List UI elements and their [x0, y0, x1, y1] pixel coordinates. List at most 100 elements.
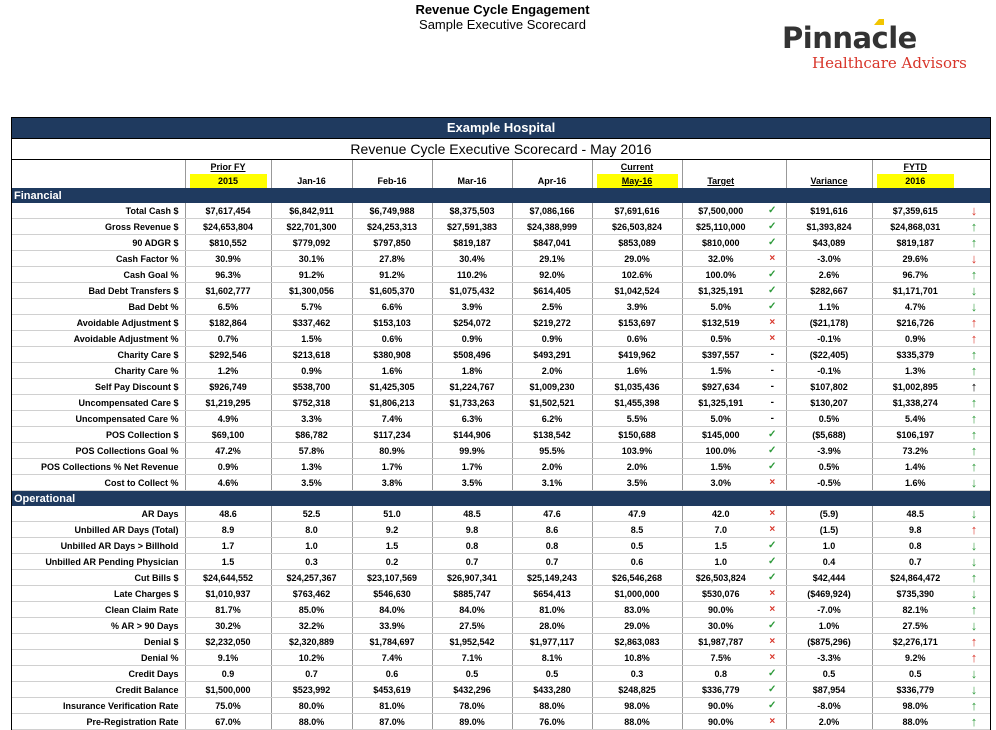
fytd-value: 9.8 [871, 521, 958, 538]
arrow-up-icon: ↑ [958, 234, 990, 251]
metric-label: Cash Goal % [12, 266, 185, 283]
variance-value: -0.5% [785, 474, 872, 491]
dash-icon: - [759, 410, 786, 427]
apr-value: $1,977,117 [511, 633, 592, 650]
metric-label: Credit Days [12, 665, 185, 682]
fytd-value: 96.7% [871, 266, 958, 283]
jan-value: $523,992 [270, 681, 352, 698]
arrow-up-icon: ↑ [958, 330, 990, 347]
target-value: $26,503,824 [681, 569, 759, 586]
fytd-value: 0.5 [871, 665, 958, 682]
feb-value: $6,749,988 [351, 203, 432, 219]
fytd-value: 48.5 [871, 506, 958, 522]
arrow-up-icon: ↑ [958, 218, 990, 235]
metric-label: Uncompensated Care % [12, 410, 185, 427]
prior-value: 30.9% [184, 250, 271, 267]
feb-value: 3.8% [351, 474, 432, 491]
check-icon: ✓ [759, 681, 786, 698]
metric-label: Total Cash $ [12, 203, 185, 219]
col-variance: Variance [785, 160, 872, 188]
mar-value: 0.7 [431, 553, 512, 570]
target-value: $7,500,000 [681, 203, 759, 219]
arrow-up-icon: ↑ [958, 697, 990, 714]
jan-value: 0.3 [270, 553, 352, 570]
prior-value: $292,546 [184, 346, 271, 363]
jan-value: $779,092 [270, 234, 352, 251]
metric-label: Unbilled AR Pending Physician [12, 553, 185, 570]
metric-label: Avoidable Adjustment % [12, 330, 185, 347]
mar-value: $508,496 [431, 346, 512, 363]
col-target: Target [681, 160, 759, 188]
apr-value: 2.0% [511, 458, 592, 475]
col-prior: Prior FY 2015 [184, 160, 271, 188]
fytd-value: 73.2% [871, 442, 958, 459]
prior-value: 0.7% [184, 330, 271, 347]
jan-value: $538,700 [270, 378, 352, 395]
jan-value: 80.0% [270, 697, 352, 714]
check-icon: ✓ [759, 203, 786, 219]
check-icon: ✓ [759, 218, 786, 235]
x-icon: × [759, 633, 786, 650]
dash-icon: - [759, 394, 786, 411]
target-value: 90.0% [681, 713, 759, 730]
apr-value: 95.5% [511, 442, 592, 459]
metric-label: Insurance Verification Rate [12, 697, 185, 714]
scorecard-title: Revenue Cycle Executive Scorecard - May … [12, 139, 990, 160]
variance-value: $42,444 [785, 569, 872, 586]
table-row: AR Days 48.6 52.5 51.0 48.5 47.6 47.9 42.0 × (5.9… [12, 506, 990, 522]
dash-icon: - [759, 346, 786, 363]
apr-value: $1,009,230 [511, 378, 592, 395]
variance-value: $87,954 [785, 681, 872, 698]
prior-value: $1,219,295 [184, 394, 271, 411]
mar-value: 3.5% [431, 474, 512, 491]
feb-value: 1.6% [351, 362, 432, 379]
x-icon: × [759, 506, 786, 522]
check-icon: ✓ [759, 442, 786, 459]
check-icon: ✓ [759, 266, 786, 283]
apr-value: 8.6 [511, 521, 592, 538]
table-row: Total Cash $ $7,617,454 $6,842,911 $6,749,9… [12, 203, 990, 219]
feb-value: $1,784,697 [351, 633, 432, 650]
metric-label: Avoidable Adjustment $ [12, 314, 185, 331]
mar-value: 30.4% [431, 250, 512, 267]
fytd-value: 1.3% [871, 362, 958, 379]
feb-value: $453,619 [351, 681, 432, 698]
table-row: Avoidable Adjustment $ $182,864 $337,462 $1… [12, 314, 990, 331]
mar-value: 0.8 [431, 537, 512, 554]
target-value: 7.0 [681, 521, 759, 538]
fytd-value: 88.0% [871, 713, 958, 730]
mar-value: 27.5% [431, 617, 512, 634]
apr-value: $25,149,243 [511, 569, 592, 586]
arrow-up-icon: ↑ [958, 362, 990, 379]
table-row: Bad Debt Transfers $ $1,602,777 $1,300,056… [12, 282, 990, 299]
jan-value: $1,300,056 [270, 282, 352, 299]
feb-value: $23,107,569 [351, 569, 432, 586]
prior-value: $2,232,050 [184, 633, 271, 650]
mar-value: $254,072 [431, 314, 512, 331]
logo-wordmark: Pinnacle [782, 19, 917, 55]
metric-label: POS Collections Goal % [12, 442, 185, 459]
target-value: 0.5% [681, 330, 759, 347]
variance-value: -0.1% [785, 330, 872, 347]
fytd-value: $2,276,171 [871, 633, 958, 650]
target-value: 1.5 [681, 537, 759, 554]
fytd-value: $1,171,701 [871, 282, 958, 299]
logo-tagline: Healthcare Advisors [812, 54, 967, 72]
feb-value: 80.9% [351, 442, 432, 459]
target-value: 42.0 [681, 506, 759, 522]
jan-value: $752,318 [270, 394, 352, 411]
fytd-value: $735,390 [871, 585, 958, 602]
target-value: 5.0% [681, 410, 759, 427]
prior-value: 0.9 [184, 665, 271, 682]
prior-value: 67.0% [184, 713, 271, 730]
jan-value: 88.0% [270, 713, 352, 730]
variance-value: 2.0% [785, 713, 872, 730]
fytd-value: 27.5% [871, 617, 958, 634]
mar-value: 84.0% [431, 601, 512, 618]
metric-label: Late Charges $ [12, 585, 185, 602]
target-value: 0.8 [681, 665, 759, 682]
jan-value: $86,782 [270, 426, 352, 443]
x-icon: × [759, 250, 786, 267]
table-row: Insurance Verification Rate 75.0% 80.0% 81.… [12, 697, 990, 714]
mar-value: $144,906 [431, 426, 512, 443]
